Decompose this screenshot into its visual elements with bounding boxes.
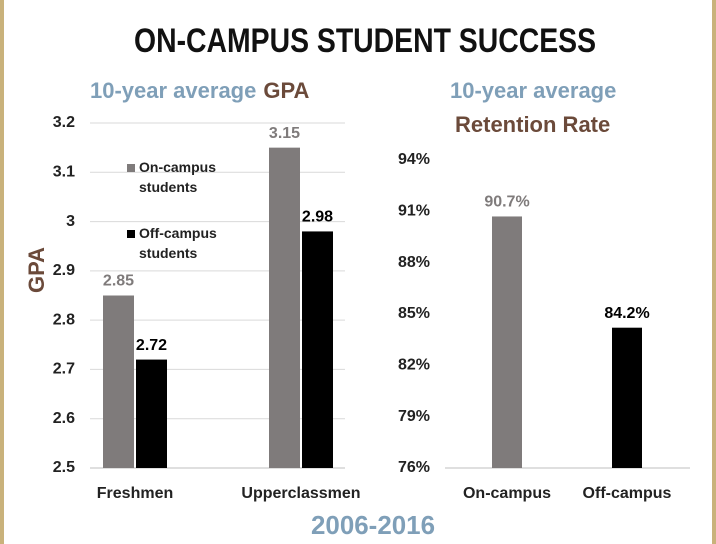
chart-title: 10-year average GPA: [90, 78, 310, 103]
y-tick-label: 88%: [398, 254, 430, 271]
y-tick-label: 3.2: [53, 114, 75, 131]
y-tick-label: 91%: [398, 203, 430, 220]
bar: [612, 327, 642, 468]
legend-swatch: [127, 230, 135, 238]
y-tick-label: 94%: [398, 151, 430, 168]
legend-label: On-campus students: [139, 159, 217, 195]
x-tick-label: Off-campus: [583, 485, 672, 502]
y-tick-label: 2.5: [53, 459, 75, 476]
x-tick-label: On-campus: [463, 485, 551, 502]
y-tick-label: 2.7: [53, 361, 75, 378]
y-tick-label: 76%: [398, 459, 430, 476]
data-label: 2.72: [136, 337, 167, 354]
chart-title-highlight: Retention Rate: [455, 112, 610, 137]
y-tick-label: 2.9: [53, 262, 75, 279]
y-tick-label: 82%: [398, 357, 430, 374]
right-border: [712, 0, 716, 544]
bar: [269, 147, 300, 468]
y-tick-label: 2.6: [53, 410, 75, 427]
y-tick-label: 3: [66, 213, 75, 230]
data-label: 84.2%: [604, 305, 649, 322]
legend-entry: On-campus students: [139, 159, 217, 195]
page-title: ON-CAMPUS STUDENT SUCCESS: [134, 22, 596, 60]
bar: [302, 231, 333, 468]
chart-title: 10-year average: [450, 78, 616, 103]
legend-label: Off-campus students: [139, 225, 217, 261]
title-highlight: GPA: [263, 78, 309, 103]
x-tick-label: Upperclassmen: [241, 485, 360, 502]
y-tick-label: 79%: [398, 408, 430, 425]
footer: 2006-2016: [311, 510, 435, 540]
data-label: 90.7%: [484, 194, 529, 211]
y-tick-label: 2.8: [53, 311, 75, 328]
data-label: 2.98: [302, 209, 333, 226]
bar: [103, 295, 134, 468]
y-tick-label: 3.1: [53, 164, 75, 181]
x-tick-label: Freshmen: [97, 485, 173, 502]
bar: [136, 359, 167, 468]
data-label: 2.85: [103, 273, 134, 290]
y-tick-label: 85%: [398, 305, 430, 322]
y-axis-label: GPA: [24, 247, 49, 293]
data-label: 3.15: [269, 125, 300, 142]
bar: [492, 216, 522, 468]
left-border: [0, 0, 4, 544]
legend-entry: Off-campus students: [139, 225, 217, 261]
legend-swatch: [127, 164, 135, 172]
title-part: 10-year average: [90, 78, 256, 103]
